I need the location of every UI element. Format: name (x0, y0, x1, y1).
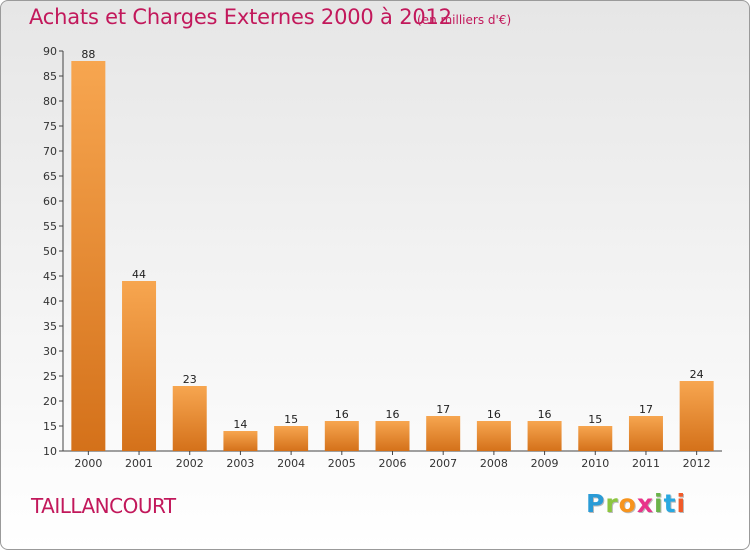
y-tick-label: 10 (43, 445, 57, 458)
chart-title: Achats et Charges Externes 2000 à 2012 (29, 5, 452, 29)
data-label: 15 (588, 413, 602, 426)
x-tick-label: 2007 (429, 457, 457, 470)
logo-letter: x (636, 489, 654, 518)
y-tick-label: 15 (43, 420, 57, 433)
y-tick-label: 45 (43, 270, 57, 283)
data-label: 16 (386, 408, 400, 421)
data-label: 24 (690, 368, 704, 381)
bar (578, 426, 613, 451)
logo-letter: i (654, 489, 664, 518)
x-tick-label: 2011 (632, 457, 660, 470)
x-tick-label: 2001 (125, 457, 153, 470)
bar (527, 421, 562, 451)
proxiti-logo: Proxiti (586, 489, 686, 518)
logo-letter: i (676, 489, 687, 518)
x-tick-label: 2003 (226, 457, 254, 470)
data-label: 16 (487, 408, 501, 421)
commune-name: TAILLANCOURT (31, 494, 176, 518)
logo-letter: o (618, 489, 637, 518)
bar (679, 381, 714, 451)
x-tick-label: 2006 (379, 457, 407, 470)
y-tick-label: 25 (43, 370, 57, 383)
bar (375, 421, 410, 451)
x-tick-label: 2008 (480, 457, 508, 470)
x-tick-label: 2009 (531, 457, 559, 470)
x-tick-label: 2004 (277, 457, 305, 470)
data-label: 15 (284, 413, 298, 426)
y-tick-label: 50 (43, 245, 57, 258)
y-tick-label: 30 (43, 345, 57, 358)
logo-letter: r (605, 489, 619, 518)
y-tick-label: 85 (43, 70, 57, 83)
bar (426, 416, 461, 451)
bar (172, 386, 207, 451)
logo-letter: t (663, 489, 677, 518)
x-tick-label: 2000 (74, 457, 102, 470)
y-tick-label: 55 (43, 220, 57, 233)
chart-subtitle: (en milliers d'€) (417, 13, 512, 27)
bar (223, 431, 258, 451)
x-tick-label: 2010 (581, 457, 609, 470)
bar (71, 61, 106, 451)
x-tick-label: 2002 (176, 457, 204, 470)
bar (628, 416, 663, 451)
bar (324, 421, 359, 451)
y-tick-label: 60 (43, 195, 57, 208)
data-label: 17 (436, 403, 450, 416)
data-label: 23 (183, 373, 197, 386)
y-tick-label: 80 (43, 95, 57, 108)
y-tick-label: 70 (43, 145, 57, 158)
y-tick-label: 75 (43, 120, 57, 133)
data-label: 16 (335, 408, 349, 421)
data-label: 16 (538, 408, 552, 421)
data-label: 17 (639, 403, 653, 416)
x-tick-label: 2012 (683, 457, 711, 470)
y-tick-label: 65 (43, 170, 57, 183)
data-label: 44 (132, 268, 146, 281)
data-label: 88 (81, 48, 95, 61)
y-tick-label: 20 (43, 395, 57, 408)
bar (476, 421, 511, 451)
x-tick-label: 2005 (328, 457, 356, 470)
bar (274, 426, 309, 451)
y-tick-label: 90 (43, 45, 57, 58)
data-label: 14 (233, 418, 247, 431)
bar (122, 281, 157, 451)
logo-letter: P (586, 489, 606, 518)
y-tick-label: 40 (43, 295, 57, 308)
y-tick-label: 35 (43, 320, 57, 333)
